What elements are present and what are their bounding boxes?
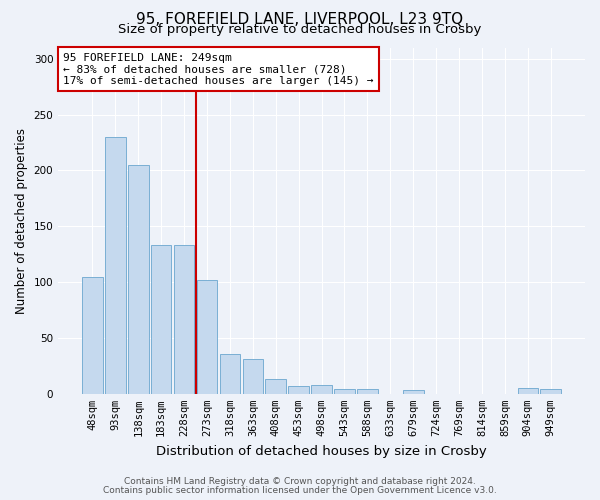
Bar bbox=[311, 385, 332, 394]
Text: Size of property relative to detached houses in Crosby: Size of property relative to detached ho… bbox=[118, 22, 482, 36]
Text: 95, FOREFIELD LANE, LIVERPOOL, L23 9TQ: 95, FOREFIELD LANE, LIVERPOOL, L23 9TQ bbox=[136, 12, 464, 28]
Text: Contains HM Land Registry data © Crown copyright and database right 2024.: Contains HM Land Registry data © Crown c… bbox=[124, 477, 476, 486]
Bar bbox=[242, 359, 263, 394]
Bar bbox=[265, 380, 286, 394]
Bar bbox=[220, 354, 240, 394]
Bar bbox=[82, 276, 103, 394]
Bar bbox=[541, 390, 561, 394]
Bar bbox=[403, 390, 424, 394]
Bar bbox=[289, 386, 309, 394]
Bar bbox=[357, 390, 378, 394]
Bar bbox=[197, 280, 217, 394]
Bar bbox=[151, 245, 172, 394]
X-axis label: Distribution of detached houses by size in Crosby: Distribution of detached houses by size … bbox=[156, 444, 487, 458]
Bar bbox=[334, 390, 355, 394]
Y-axis label: Number of detached properties: Number of detached properties bbox=[15, 128, 28, 314]
Bar bbox=[174, 245, 194, 394]
Bar bbox=[518, 388, 538, 394]
Text: Contains public sector information licensed under the Open Government Licence v3: Contains public sector information licen… bbox=[103, 486, 497, 495]
Bar bbox=[128, 165, 149, 394]
Text: 95 FOREFIELD LANE: 249sqm
← 83% of detached houses are smaller (728)
17% of semi: 95 FOREFIELD LANE: 249sqm ← 83% of detac… bbox=[64, 52, 374, 86]
Bar bbox=[105, 137, 125, 394]
